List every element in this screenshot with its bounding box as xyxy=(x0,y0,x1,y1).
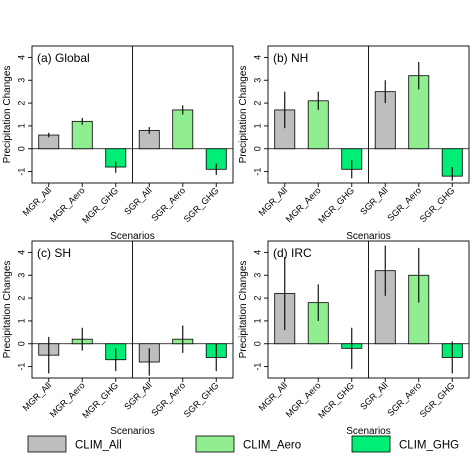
y-tick-label: 4 xyxy=(16,55,26,60)
y-tick-label: 4 xyxy=(252,55,262,60)
y-tick-label: 0 xyxy=(16,341,26,346)
x-tick-label: SGR_GHG xyxy=(182,185,221,224)
x-tick-label: SGR_GHG xyxy=(418,380,457,419)
y-tick-label: 2 xyxy=(252,296,262,301)
y-tick-label: -1 xyxy=(252,168,262,176)
x-axis-label: Scenarios xyxy=(346,231,390,242)
y-tick-label: 0 xyxy=(16,146,26,151)
panel-frame xyxy=(267,240,470,379)
y-axis-label: Precipitation Changes xyxy=(2,66,13,164)
y-axis-label: Precipitation Changes xyxy=(238,66,249,164)
x-tick-label: MGR_All xyxy=(21,185,54,218)
legend-item: CLIM_All xyxy=(27,435,122,453)
y-tick-label: 2 xyxy=(16,101,26,106)
x-tick-label: SGR_All xyxy=(122,380,153,411)
legend-swatch xyxy=(195,435,235,453)
x-tick-label: MGR_GHG xyxy=(80,185,120,225)
x-axis-label: Scenarios xyxy=(110,231,154,242)
panel-title: (b) NH xyxy=(273,51,308,65)
panel-title: (d) IRC xyxy=(273,246,312,260)
bar-mgr-aero xyxy=(71,120,93,150)
x-tick-label: MGR_GHG xyxy=(316,380,356,420)
y-tick-label: 3 xyxy=(252,78,262,83)
y-tick-label: 2 xyxy=(16,296,26,301)
x-tick-label: SGR_All xyxy=(358,185,389,216)
x-tick-label: MGR_GHG xyxy=(316,185,356,225)
legend-swatch xyxy=(27,435,67,453)
y-tick-label: 3 xyxy=(16,273,26,278)
y-tick-label: -1 xyxy=(16,363,26,371)
x-axis-label: Scenarios xyxy=(346,426,390,437)
legend-item: CLIM_Aero xyxy=(195,435,301,453)
y-tick-label: 1 xyxy=(252,123,262,128)
panel-title: (c) SH xyxy=(37,246,71,260)
x-tick-label: MGR_All xyxy=(21,380,54,413)
y-tick-label: 3 xyxy=(252,273,262,278)
panel-title: (a) Global xyxy=(37,51,90,65)
x-tick-label: MGR_All xyxy=(257,380,290,413)
x-tick-label: MGR_GHG xyxy=(80,380,120,420)
panel-frame xyxy=(31,45,234,184)
legend-label: CLIM_Aero xyxy=(243,440,301,452)
x-axis-label: Scenarios xyxy=(110,426,154,437)
chart-panels: -1 0 1 2 3 4 Precipitation Changes MGR_All MGR_A… xyxy=(2,45,470,437)
y-tick-label: 0 xyxy=(252,341,262,346)
legend-label: CLIM_GHG xyxy=(399,440,459,452)
y-axis-label: Precipitation Changes xyxy=(2,261,13,359)
y-tick-label: 4 xyxy=(252,250,262,255)
y-tick-label: 1 xyxy=(16,318,26,323)
chart-legend: CLIM_All CLIM_Aero CLIM_GHG xyxy=(27,435,459,453)
x-tick-label: MGR_All xyxy=(257,185,290,218)
panel-frame xyxy=(31,240,234,379)
y-tick-label: 2 xyxy=(252,101,262,106)
legend-swatch xyxy=(351,435,391,453)
x-tick-label: SGR_All xyxy=(122,185,153,216)
x-tick-label: SGR_GHG xyxy=(418,185,457,224)
y-tick-label: -1 xyxy=(252,363,262,371)
y-tick-label: 1 xyxy=(16,123,26,128)
x-tick-label: SGR_All xyxy=(358,380,389,411)
y-tick-label: 3 xyxy=(16,78,26,83)
legend-item: CLIM_GHG xyxy=(351,435,459,453)
legend-label: CLIM_All xyxy=(75,440,122,452)
y-axis-label: Precipitation Changes xyxy=(238,261,249,359)
y-tick-label: 1 xyxy=(252,318,262,323)
bar-sgr-aero xyxy=(172,109,194,150)
y-tick-label: 4 xyxy=(16,250,26,255)
y-tick-label: 0 xyxy=(252,146,262,151)
x-tick-label: SGR_GHG xyxy=(182,380,221,419)
y-tick-label: -1 xyxy=(16,168,26,176)
panel-frame xyxy=(267,45,470,184)
